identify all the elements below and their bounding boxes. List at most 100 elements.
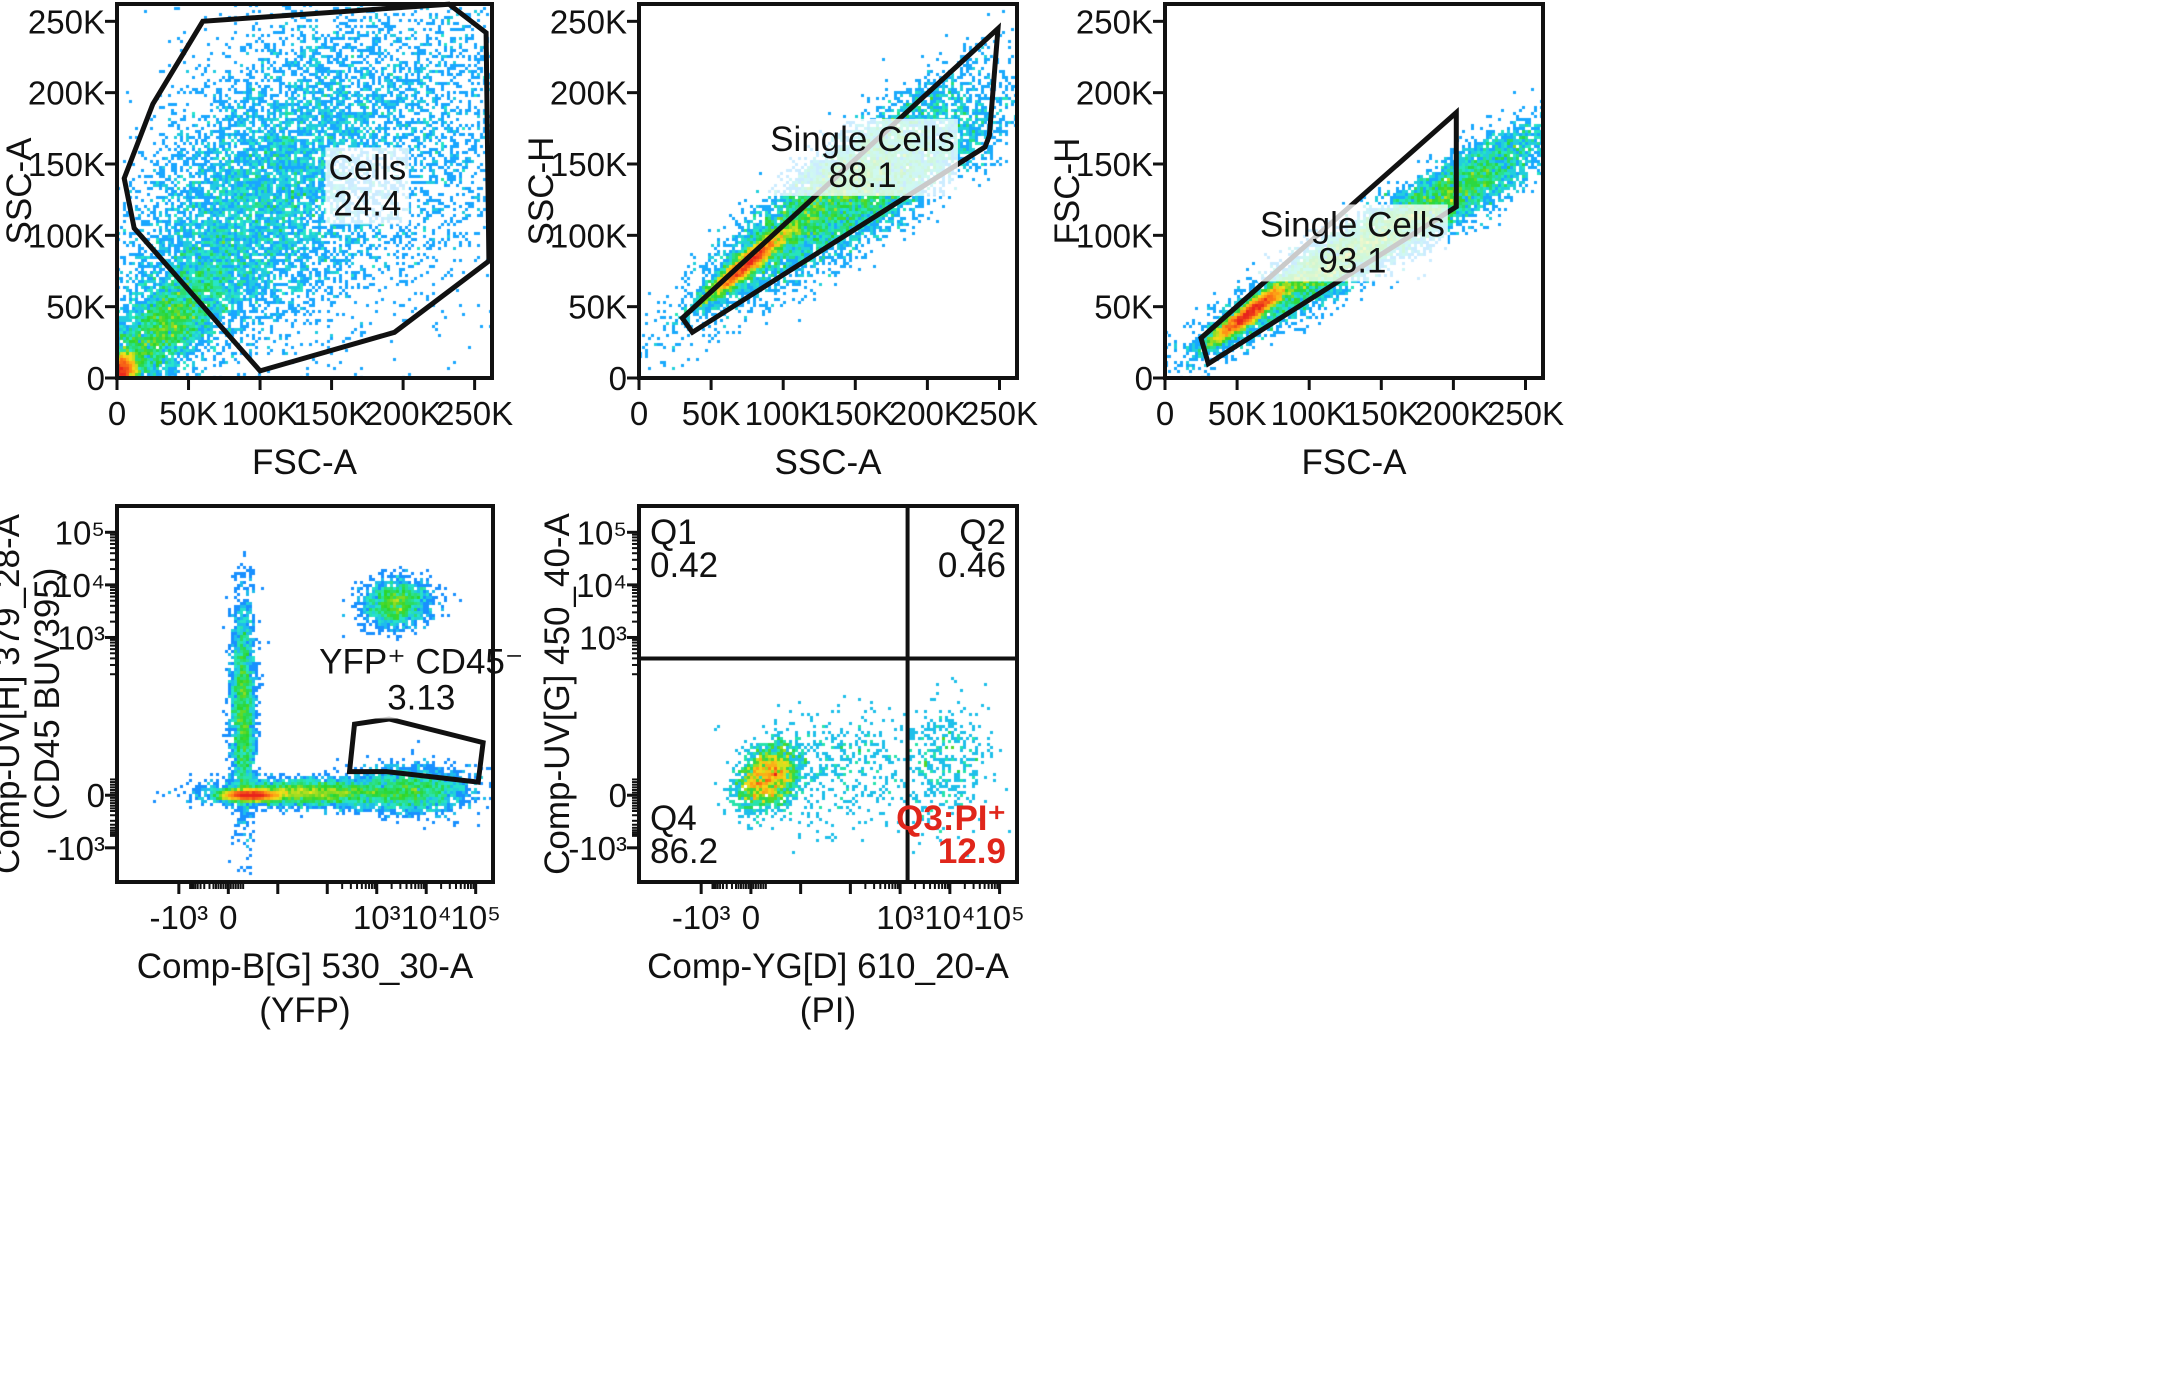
y-axis-label: Comp-UV[H] 379_28-A [0, 513, 27, 874]
quadrant-name-label: Q3:PI⁺ [896, 799, 1006, 838]
y-tick-label: 200K [1076, 75, 1153, 112]
x-tick-label: 100K [222, 395, 299, 432]
gate-label-background [325, 147, 410, 225]
y-tick-label: 100K [1076, 217, 1153, 254]
plot-yfp-cd45: YFP⁺ CD45⁻3.13 -10³ 0 10³ 10⁴10⁵-10³010³10⁴… [0, 504, 527, 1030]
x-tick-label: 0 [1156, 395, 1174, 432]
x-tick-label: 100K [1271, 395, 1348, 432]
x-tick-label: 10⁴ [401, 899, 452, 936]
quadrant-percentage-label: 86.2 [650, 832, 718, 871]
x-tick-label: 0 [630, 395, 648, 432]
y-tick-label: 250K [1076, 3, 1153, 40]
density-plot-image [117, 4, 492, 378]
y-tick-label: 200K [28, 75, 105, 112]
y-tick-label: 100K [28, 217, 105, 254]
y-axis-sublabel: (CD45 BUV395) [28, 568, 67, 821]
y-tick-label: 10⁴ [576, 567, 627, 604]
gate-name-label: Single Cells [1260, 205, 1445, 244]
y-tick-label: 0 [609, 360, 627, 397]
x-tick-label: -10³ [149, 899, 208, 936]
y-tick-label: 0 [1135, 360, 1153, 397]
x-axis-sublabel: (YFP) [259, 991, 350, 1030]
plot-frame [637, 2, 1019, 380]
density-plot-image [639, 506, 1017, 882]
y-tick-label: 150K [1076, 146, 1153, 183]
y-tick-label: 0 [87, 360, 105, 397]
plot-frame [115, 2, 494, 380]
gate-name-label: Single Cells [770, 120, 955, 159]
x-tick-label: 200K [365, 395, 442, 432]
x-axis-label: Comp-YG[D] 610_20-A [647, 947, 1009, 986]
y-tick-label: 0 [609, 777, 627, 814]
gate-percentage-label: 24.4 [333, 184, 401, 223]
x-axis-label: FSC-A [1302, 443, 1408, 482]
y-tick-label: -10³ [568, 830, 627, 867]
y-tick-label: 200K [550, 75, 627, 112]
quadrant-name-label: Q2 [959, 513, 1006, 552]
y-tick-label: 250K [28, 3, 105, 40]
plot-frame [1163, 2, 1545, 380]
gate-name-label: YFP⁺ CD45⁻ [319, 643, 523, 682]
y-tick-label: 150K [550, 146, 627, 183]
x-tick-label: 10³ [876, 899, 924, 936]
y-tick-label: 10⁴ [54, 567, 105, 604]
x-tick-label: 0 [108, 395, 126, 432]
x-axis-label: Comp-B[G] 530_30-A [137, 947, 474, 986]
quadrant-name-label: Q4 [650, 799, 697, 838]
y-tick-label: 10⁵ [55, 514, 105, 551]
y-tick-label: 50K [568, 289, 627, 326]
x-tick-label: 100K [745, 395, 822, 432]
y-tick-label: 50K [46, 289, 105, 326]
quadrant-name-label: Q1 [650, 513, 697, 552]
x-tick-label: 200K [1415, 395, 1492, 432]
x-tick-label: 0 [219, 899, 237, 936]
y-tick-label: 10³ [579, 619, 627, 656]
gate-polygon [678, 22, 1002, 336]
x-tick-label: 50K [682, 395, 741, 432]
y-axis-label: Comp-UV[G] 450_40-A [538, 512, 577, 874]
y-tick-label: 100K [550, 217, 627, 254]
plot-frame [637, 504, 1019, 884]
y-tick-label: -10³ [46, 830, 105, 867]
x-tick-label: 10⁵ [974, 899, 1024, 936]
x-tick-label: 50K [159, 395, 218, 432]
x-tick-label: 0 [742, 899, 760, 936]
x-tick-label: 200K [889, 395, 966, 432]
quadrant-percentage-label: 0.42 [650, 546, 718, 585]
y-tick-label: 10³ [57, 619, 105, 656]
x-tick-label: 150K [1343, 395, 1420, 432]
x-axis-label: SSC-A [775, 443, 883, 482]
x-axis-label: FSC-A [252, 443, 358, 482]
gate-percentage-label: 3.13 [387, 679, 455, 718]
gate-percentage-label: 88.1 [828, 156, 896, 195]
y-axis-label: SSC-A [0, 137, 39, 245]
x-tick-label: 250K [1487, 395, 1564, 432]
y-tick-label: 150K [28, 146, 105, 183]
gate-polygon [346, 716, 486, 785]
plot-frame [115, 504, 495, 884]
gate-label-background [1257, 204, 1448, 282]
y-tick-label: 50K [1094, 289, 1153, 326]
gate-polygon [121, 1, 492, 374]
x-tick-label: 10⁵ [450, 899, 500, 936]
y-tick-label: 10⁵ [577, 514, 627, 551]
gate-name-label: Cells [328, 148, 406, 187]
x-tick-label: -10³ [672, 899, 731, 936]
x-tick-label: 150K [817, 395, 894, 432]
y-axis-label: SSC-H [522, 137, 561, 246]
x-tick-label: 10⁴ [924, 899, 975, 936]
x-tick-label: 250K [961, 395, 1038, 432]
y-tick-label: 0 [87, 777, 105, 814]
gate-polygon [1198, 107, 1459, 368]
gate-label-background [767, 118, 958, 196]
x-axis-sublabel: (PI) [800, 991, 856, 1030]
x-tick-label: 10³ [353, 899, 401, 936]
quadrant-percentage-label: 0.46 [938, 546, 1006, 585]
y-tick-label: 250K [550, 3, 627, 40]
y-axis-label: FSC-H [1048, 138, 1087, 245]
